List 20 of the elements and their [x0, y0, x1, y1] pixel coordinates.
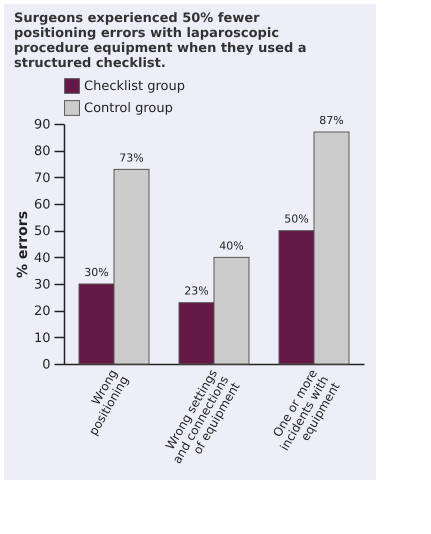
y-tick-label: 90 — [34, 118, 50, 132]
y-tick-label: 20 — [34, 304, 50, 320]
y-tick-label: 60 — [34, 198, 50, 212]
data-label: 30% — [84, 266, 109, 279]
data-label: 73% — [119, 151, 144, 164]
data-label: 23% — [184, 284, 209, 298]
y-tick-label: 40 — [34, 250, 50, 266]
y-tick-label: 50 — [34, 224, 50, 240]
y-tick-label: 30 — [34, 278, 50, 292]
y-tick-label: 0 — [42, 358, 50, 372]
data-label: 50% — [284, 212, 309, 226]
data-label: 87% — [319, 114, 344, 127]
chart-title: Surgeons experienced 50% fewer positioning errors with laparoscopic procedure equipment when they used a structured checklist. — [14, 11, 307, 71]
legend-label: Checklist group — [84, 79, 185, 94]
legend-label: Control group — [84, 101, 173, 116]
y-axis-title: % errors — [14, 210, 31, 278]
data-label: 40% — [219, 239, 244, 252]
y-tick-label: 80 — [34, 144, 50, 160]
y-tick-label: 10 — [34, 330, 50, 346]
y-tick-label: 70 — [34, 170, 50, 186]
